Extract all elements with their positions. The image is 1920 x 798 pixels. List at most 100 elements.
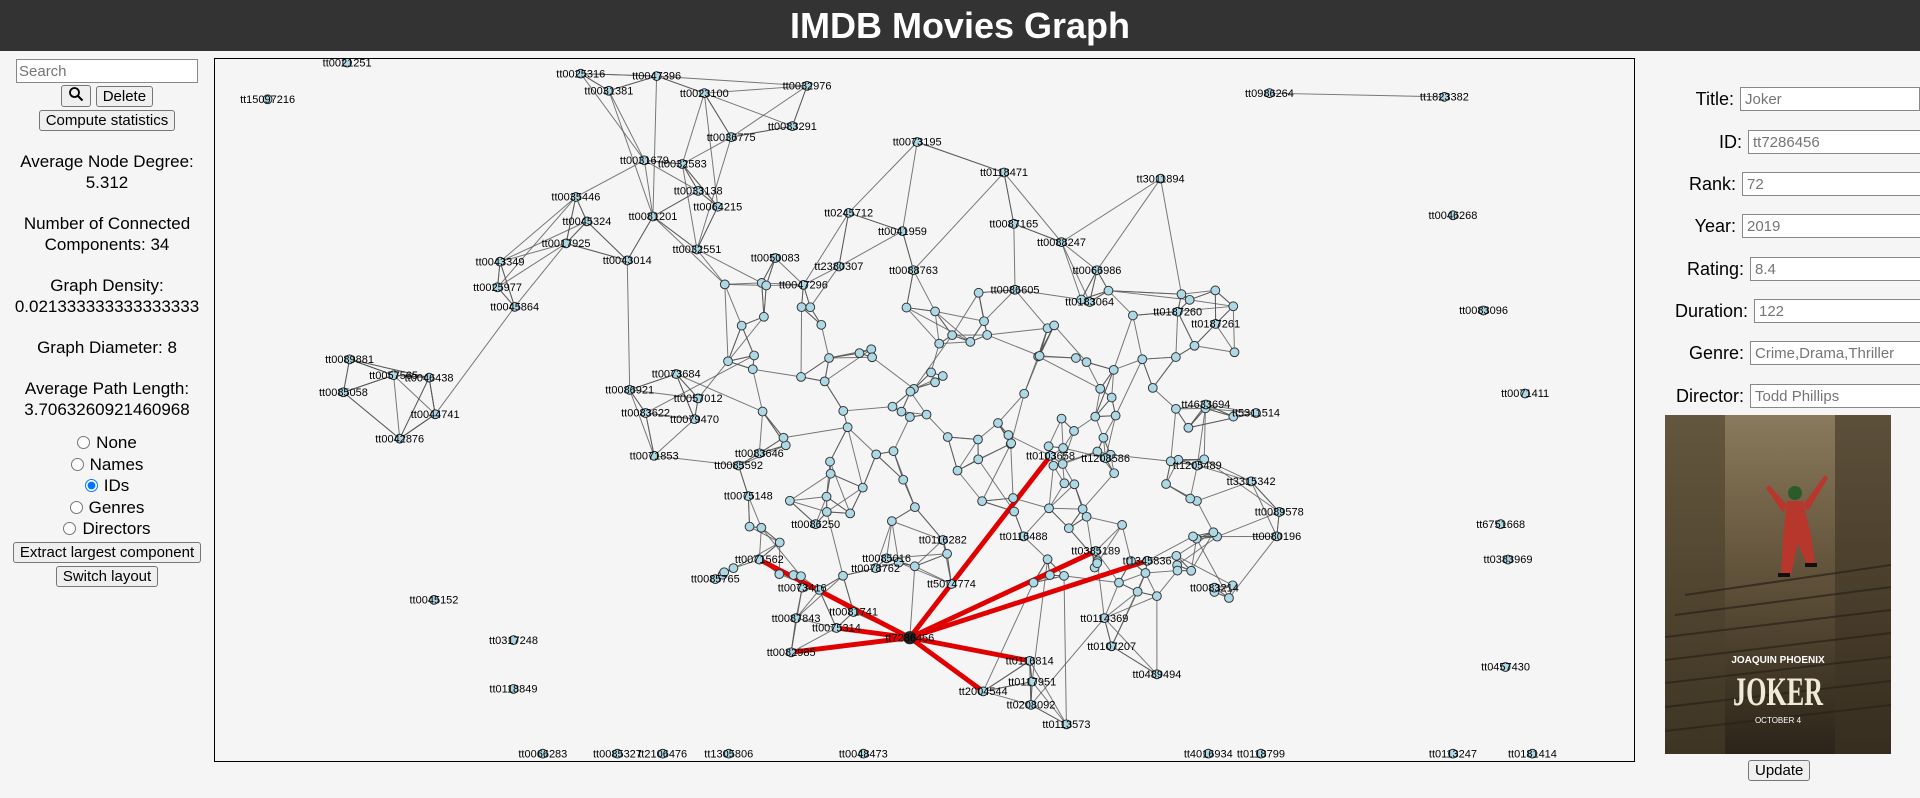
graph-node[interactable] bbox=[784, 495, 795, 506]
graph-node[interactable] bbox=[1026, 699, 1036, 710]
search-input[interactable] bbox=[16, 59, 198, 83]
compute-button[interactable]: Compute statistics bbox=[38, 110, 176, 131]
extract-button[interactable]: Extract largest component bbox=[12, 541, 202, 563]
graph-node[interactable] bbox=[1081, 511, 1092, 522]
graph-node[interactable] bbox=[1043, 441, 1054, 452]
graph-node[interactable] bbox=[1081, 357, 1092, 368]
graph-node[interactable] bbox=[492, 282, 503, 293]
graph-node[interactable] bbox=[1100, 453, 1111, 464]
graph-node[interactable] bbox=[338, 387, 349, 398]
graph-node[interactable] bbox=[814, 585, 825, 595]
graph-node[interactable] bbox=[1264, 88, 1275, 99]
graph-node[interactable] bbox=[1108, 364, 1119, 375]
graph-node[interactable] bbox=[723, 748, 734, 759]
graph-node[interactable] bbox=[1500, 662, 1511, 672]
graph-node[interactable] bbox=[344, 354, 355, 365]
graph-node[interactable] bbox=[1099, 613, 1110, 624]
graph-node[interactable] bbox=[787, 121, 798, 132]
graph-node[interactable] bbox=[838, 570, 848, 581]
graph-node[interactable] bbox=[770, 253, 781, 263]
graph-node[interactable] bbox=[561, 238, 571, 249]
graph-node[interactable] bbox=[1137, 354, 1148, 365]
graph-node[interactable] bbox=[689, 414, 700, 425]
graph-node[interactable] bbox=[979, 316, 989, 327]
graph-node[interactable] bbox=[797, 582, 808, 593]
graph-node[interactable] bbox=[796, 571, 806, 582]
graph-node[interactable] bbox=[930, 377, 940, 388]
graph-node[interactable] bbox=[1069, 426, 1079, 436]
graph-node[interactable] bbox=[640, 408, 651, 418]
graph-node[interactable] bbox=[622, 255, 633, 266]
graph-node[interactable] bbox=[973, 287, 984, 298]
graph-node[interactable] bbox=[930, 306, 940, 317]
graph-node[interactable] bbox=[1439, 91, 1450, 102]
graph-node[interactable] bbox=[1171, 550, 1182, 561]
graph-node[interactable] bbox=[604, 85, 614, 96]
graph-node[interactable] bbox=[1200, 399, 1211, 410]
graph-node[interactable] bbox=[1084, 297, 1095, 307]
graph-node[interactable] bbox=[1063, 523, 1074, 534]
label-option[interactable]: IDs bbox=[0, 475, 214, 497]
graph-node[interactable] bbox=[1048, 460, 1059, 471]
detail-input[interactable]: 8.4 bbox=[1750, 257, 1920, 281]
graph-node[interactable] bbox=[942, 548, 952, 559]
graph-node[interactable] bbox=[1061, 719, 1072, 730]
graph-node[interactable] bbox=[671, 369, 682, 379]
graph-node[interactable] bbox=[1018, 531, 1029, 542]
graph-node[interactable] bbox=[831, 623, 842, 633]
graph-node[interactable] bbox=[1028, 577, 1039, 588]
graph-node[interactable] bbox=[388, 370, 399, 381]
graph-node[interactable] bbox=[937, 371, 948, 381]
graph-node[interactable] bbox=[1044, 503, 1054, 514]
graph-node[interactable] bbox=[756, 522, 767, 533]
graph-node[interactable] bbox=[1057, 459, 1068, 469]
graph-node[interactable] bbox=[1027, 676, 1038, 687]
detail-input[interactable]: Crime,Drama,Thriller bbox=[1750, 341, 1920, 365]
graph-node[interactable] bbox=[842, 422, 853, 433]
graph-node[interactable] bbox=[791, 613, 801, 624]
graph-node[interactable] bbox=[710, 574, 721, 584]
graph-node[interactable] bbox=[1090, 546, 1101, 556]
graph-node[interactable] bbox=[1059, 570, 1069, 581]
graph-node[interactable] bbox=[1448, 748, 1458, 759]
graph-node[interactable] bbox=[677, 159, 688, 169]
graph-node[interactable] bbox=[965, 336, 976, 347]
graph-node[interactable] bbox=[845, 508, 856, 519]
graph-node[interactable] bbox=[1228, 301, 1239, 312]
switch-button[interactable]: Switch layout bbox=[55, 565, 159, 587]
label-option[interactable]: Directors bbox=[0, 518, 214, 540]
graph-node[interactable] bbox=[1208, 527, 1219, 538]
graph-node[interactable] bbox=[1520, 388, 1531, 399]
detail-input[interactable]: 72 bbox=[1742, 172, 1920, 196]
graph-node[interactable] bbox=[1019, 388, 1030, 399]
graph-node[interactable] bbox=[819, 376, 830, 387]
graph-node[interactable] bbox=[888, 446, 899, 457]
graph-node[interactable] bbox=[786, 647, 797, 658]
graph-node[interactable] bbox=[1256, 748, 1266, 759]
graph-node[interactable] bbox=[821, 491, 832, 502]
radio-button[interactable] bbox=[69, 500, 83, 514]
graph-node[interactable] bbox=[798, 279, 809, 290]
graph-node[interactable] bbox=[1274, 507, 1285, 517]
graph-node[interactable] bbox=[999, 167, 1009, 178]
delete-button[interactable]: Delete bbox=[95, 85, 154, 107]
graph-node[interactable] bbox=[1251, 408, 1261, 418]
graph-node[interactable] bbox=[774, 569, 785, 580]
detail-input[interactable]: Joker bbox=[1740, 87, 1920, 111]
graph-node[interactable] bbox=[1117, 520, 1127, 530]
graph-node[interactable] bbox=[1106, 392, 1117, 403]
graph-node[interactable] bbox=[1209, 582, 1220, 593]
graph-node[interactable] bbox=[719, 279, 730, 290]
graph-node[interactable] bbox=[1114, 577, 1124, 588]
graph-node[interactable] bbox=[1142, 555, 1153, 566]
graph-node[interactable] bbox=[937, 535, 948, 545]
graph-node[interactable] bbox=[1171, 403, 1181, 414]
graph-node[interactable] bbox=[897, 226, 908, 237]
graph-node[interactable] bbox=[1224, 593, 1234, 603]
graph-node[interactable] bbox=[896, 406, 907, 417]
graph-node[interactable] bbox=[1271, 531, 1282, 542]
graph-node[interactable] bbox=[1246, 476, 1257, 487]
graph-node[interactable] bbox=[886, 516, 897, 527]
graph-node[interactable] bbox=[867, 352, 878, 363]
graph-node[interactable] bbox=[1092, 446, 1103, 457]
